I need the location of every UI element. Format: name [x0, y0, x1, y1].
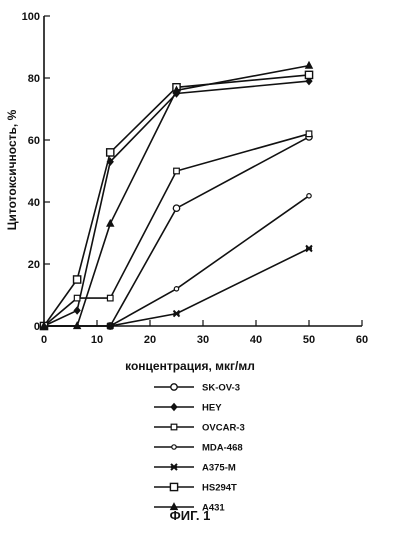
- legend-label: HEY: [202, 403, 222, 414]
- legend-item: MDA-468: [154, 443, 243, 454]
- series-a431: [39, 60, 314, 330]
- data-point-marker: [72, 321, 82, 330]
- data-point-marker: [106, 322, 114, 330]
- legend-item: A375-M: [154, 463, 236, 474]
- legend-item: HS294T: [154, 483, 237, 494]
- data-point-marker: [305, 76, 313, 86]
- data-point-marker: [106, 218, 115, 227]
- x-tick-label: 60: [356, 334, 368, 346]
- data-point-marker: [170, 402, 178, 412]
- legend-label: A431: [202, 503, 225, 514]
- series-sk-ov-3: [40, 133, 313, 330]
- legend-label: SK-OV-3: [202, 383, 240, 394]
- data-point-marker: [105, 148, 115, 157]
- data-point-marker: [306, 193, 312, 199]
- x-tick-label: 50: [303, 334, 315, 346]
- series-layer: [39, 60, 314, 331]
- data-point-marker: [172, 309, 181, 318]
- legend: SK-OV-3 HEY OVCAR-3 MDA-468 A375-M HS294T A431: [154, 383, 245, 514]
- y-tick-label: 0: [34, 321, 40, 333]
- legend-item: OVCAR-3: [154, 423, 245, 434]
- series-ovcar-3: [40, 130, 313, 330]
- y-axis-title: Цитотоксичность, %: [5, 109, 19, 230]
- data-point-marker: [169, 482, 179, 492]
- data-point-marker: [169, 502, 179, 511]
- figure-caption: ФИГ. 1: [170, 508, 211, 523]
- data-point-marker: [106, 294, 114, 302]
- data-point-marker: [170, 423, 178, 431]
- data-point-marker: [173, 167, 180, 175]
- data-point-marker: [39, 321, 49, 330]
- legend-label: A375-M: [202, 463, 236, 474]
- legend-label: MDA-468: [202, 443, 243, 454]
- data-point-marker: [304, 60, 314, 69]
- data-point-marker: [305, 244, 313, 253]
- x-tick-label: 10: [91, 334, 103, 346]
- legend-item: HEY: [154, 403, 222, 414]
- legend-item: SK-OV-3: [154, 383, 240, 394]
- data-point-marker: [170, 463, 178, 471]
- y-tick-label: 20: [28, 259, 40, 271]
- x-tick-label: 20: [144, 334, 156, 346]
- y-tick-label: 100: [22, 11, 40, 23]
- x-tick-label: 40: [250, 334, 262, 346]
- data-point-marker: [305, 130, 313, 138]
- data-point-marker: [304, 70, 314, 80]
- legend-item: A431: [154, 502, 225, 514]
- y-tick-label: 80: [28, 73, 40, 85]
- x-tick-label: 30: [197, 334, 209, 346]
- series-line: [43, 133, 310, 327]
- plot-area: 0 20 40 60 80 100 0 10 20 30 40 50 60: [22, 11, 368, 346]
- data-point-marker: [172, 204, 181, 213]
- x-axis-title: концентрация, мкг/мл: [125, 359, 255, 373]
- data-point-marker: [170, 383, 178, 391]
- x-tick-label: 0: [41, 334, 47, 346]
- data-point-marker: [73, 306, 81, 315]
- y-tick-label: 60: [28, 135, 40, 147]
- legend-label: OVCAR-3: [202, 423, 245, 434]
- data-point-marker: [73, 294, 81, 302]
- data-point-marker: [72, 275, 82, 284]
- legend-label: HS294T: [202, 483, 237, 494]
- data-point-marker: [171, 444, 177, 450]
- data-point-marker: [173, 285, 180, 292]
- data-point-marker: [172, 85, 181, 94]
- y-tick-label: 40: [28, 197, 40, 209]
- series-hey: [40, 76, 313, 331]
